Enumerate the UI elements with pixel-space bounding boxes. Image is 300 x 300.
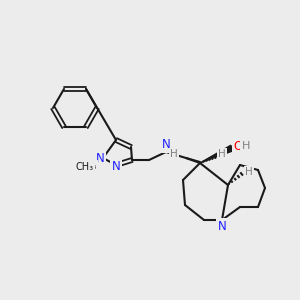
Text: CH₃: CH₃ bbox=[77, 161, 97, 171]
Text: H: H bbox=[218, 149, 226, 159]
Text: N: N bbox=[96, 152, 104, 164]
Text: N: N bbox=[162, 139, 170, 152]
Polygon shape bbox=[200, 145, 233, 163]
Text: CH₃: CH₃ bbox=[76, 162, 94, 172]
Text: O: O bbox=[233, 140, 243, 154]
Text: H: H bbox=[170, 149, 178, 159]
Text: N: N bbox=[218, 220, 226, 232]
Text: H: H bbox=[245, 167, 253, 177]
Text: H: H bbox=[242, 141, 250, 151]
Text: N: N bbox=[112, 160, 120, 172]
